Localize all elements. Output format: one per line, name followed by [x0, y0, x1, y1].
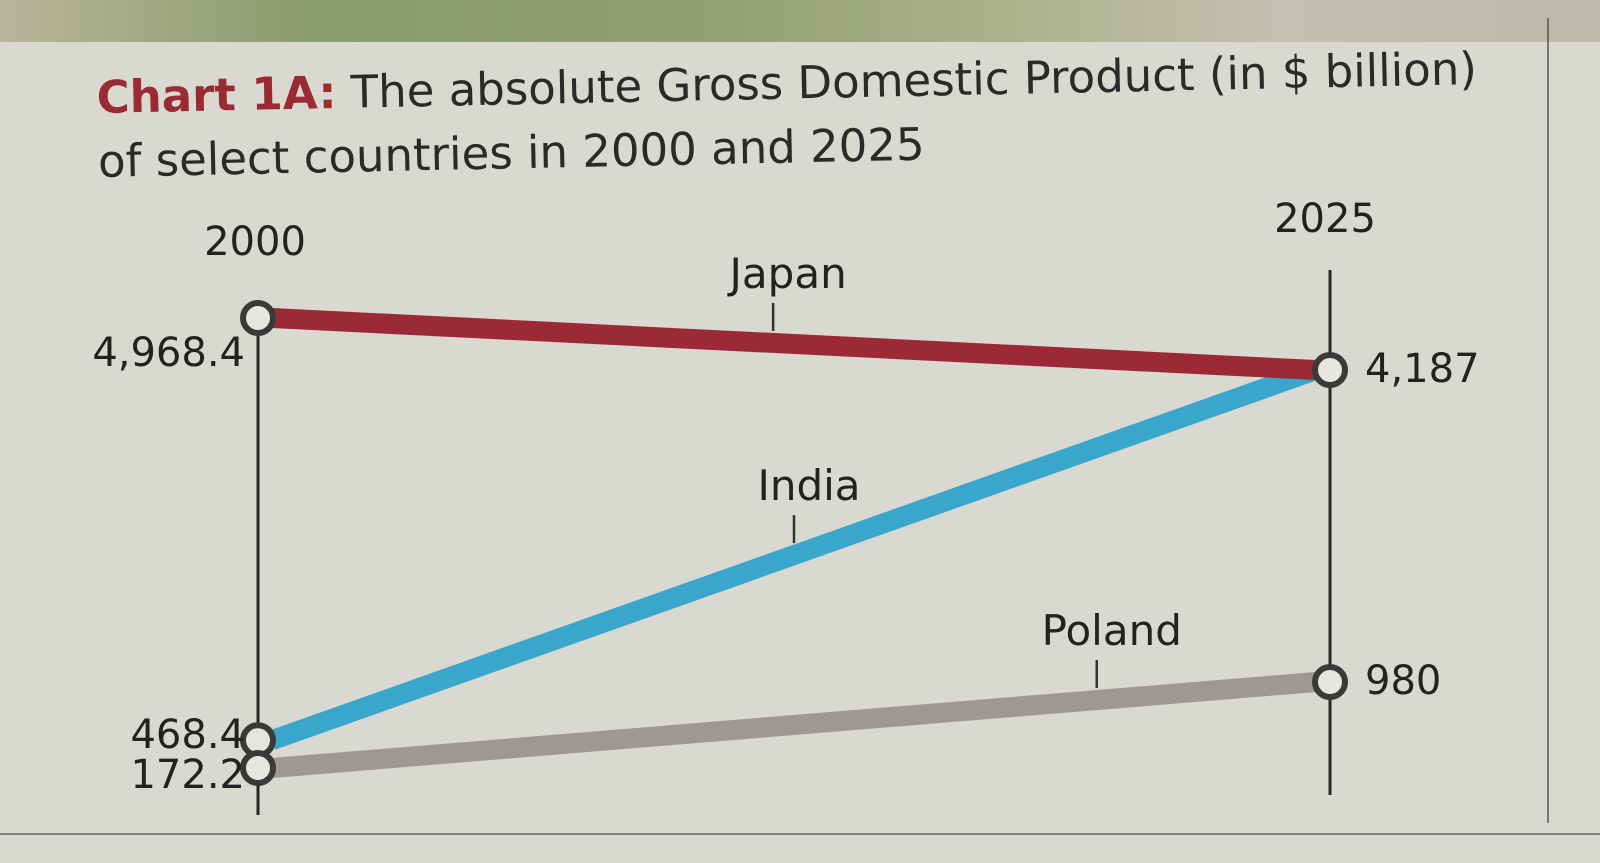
marker-2000-japan [240, 300, 276, 336]
series-label-india: India [757, 461, 860, 510]
value-label-2025-poland: 980 [1365, 658, 1441, 704]
marker-2000-poland [240, 750, 276, 786]
value-label-2000-japan: 4,968.4 [92, 330, 245, 376]
value-label-2000-india: 468.4 [130, 712, 245, 758]
x-label-2000: 2000 [204, 219, 306, 265]
photo-strip [0, 0, 1600, 42]
marker-2025-japan [1312, 352, 1348, 388]
marker-2025-poland [1312, 664, 1348, 700]
series-label-poland: Poland [1042, 606, 1182, 655]
series-line-poland [271, 672, 1317, 778]
bottom-divider [0, 833, 1600, 835]
x-label-2025: 2025 [1274, 196, 1376, 242]
series-line-japan [271, 308, 1317, 380]
value-label-2000-poland: 172.2 [130, 752, 245, 798]
value-label-2025-japan: 4,187 [1365, 346, 1480, 392]
series-line-india [268, 360, 1320, 750]
column-divider [1547, 18, 1549, 823]
series-label-japan: Japan [727, 249, 847, 298]
